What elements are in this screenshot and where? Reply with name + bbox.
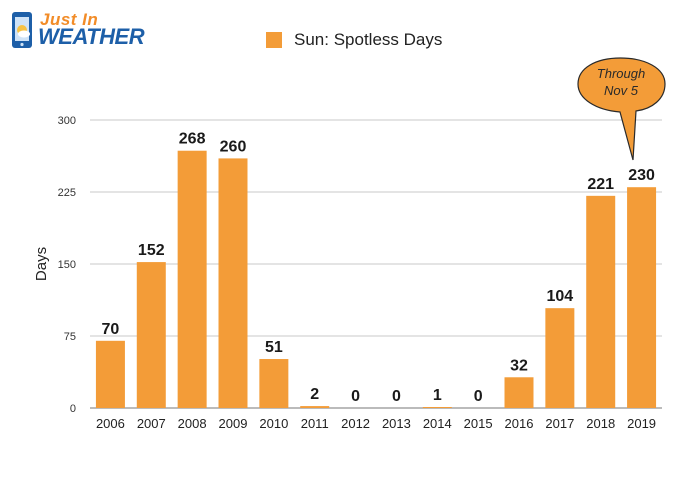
legend-swatch (266, 32, 282, 48)
logo-weather-text: WEATHER (38, 24, 145, 49)
x-tick-label: 2015 (464, 416, 493, 431)
x-tick-label: 2017 (545, 416, 574, 431)
x-tick-label: 2013 (382, 416, 411, 431)
x-tick-label: 2008 (178, 416, 207, 431)
logo-just-in-text: Just In (40, 10, 99, 29)
y-tick-label: 225 (58, 187, 76, 199)
y-axis-label: Days (33, 247, 50, 281)
x-tick-label: 2012 (341, 416, 370, 431)
just-in-weather-logo: Just In WEATHER (8, 8, 168, 56)
bar-value-label: 32 (510, 357, 528, 374)
bar (259, 359, 289, 408)
bar-value-label: 0 (474, 388, 483, 405)
legend: Sun: Spotless Days (266, 30, 442, 50)
bar-value-label: 0 (392, 388, 401, 405)
x-tick-label: 2011 (301, 416, 329, 431)
x-tick-label: 2007 (137, 416, 166, 431)
callout-text: Through Nov 5 (578, 65, 664, 99)
x-tick-label: 2018 (586, 416, 615, 431)
phone-icon (12, 12, 32, 48)
bar (136, 262, 166, 408)
x-tick-label: 2009 (219, 416, 248, 431)
bar-value-label: 70 (102, 321, 120, 338)
x-tick-label: 2006 (96, 416, 125, 431)
bar-value-label: 104 (547, 288, 574, 305)
legend-label: Sun: Spotless Days (294, 30, 443, 49)
bar-value-label: 2 (310, 386, 319, 403)
bar-value-label: 51 (265, 339, 283, 356)
bar (545, 308, 575, 408)
bar (586, 195, 616, 408)
callout-line-1: Through (596, 66, 646, 81)
y-tick-label: 300 (58, 115, 76, 127)
bar-value-label: 221 (587, 176, 614, 193)
bar (300, 406, 330, 408)
x-tick-label: 2019 (627, 416, 656, 431)
x-tick-label: 2016 (505, 416, 534, 431)
bar-value-label: 260 (220, 138, 247, 155)
bar (422, 407, 452, 408)
bar-value-label: 230 (628, 167, 655, 184)
bar-value-label: 0 (351, 388, 360, 405)
bar (627, 187, 657, 408)
bar (504, 377, 534, 408)
bar (218, 158, 248, 408)
bar (95, 340, 125, 408)
x-tick-label: 2014 (423, 416, 452, 431)
y-tick-label: 0 (70, 403, 76, 415)
y-tick-label: 150 (58, 259, 76, 271)
y-tick-label: 75 (64, 331, 76, 343)
bar-value-label: 152 (138, 242, 165, 259)
bar-value-label: 1 (433, 387, 442, 404)
callout-line-2: Nov 5 (604, 83, 638, 98)
bar (177, 150, 207, 408)
x-tick-label: 2010 (259, 416, 288, 431)
bar-value-label: 268 (179, 131, 206, 148)
